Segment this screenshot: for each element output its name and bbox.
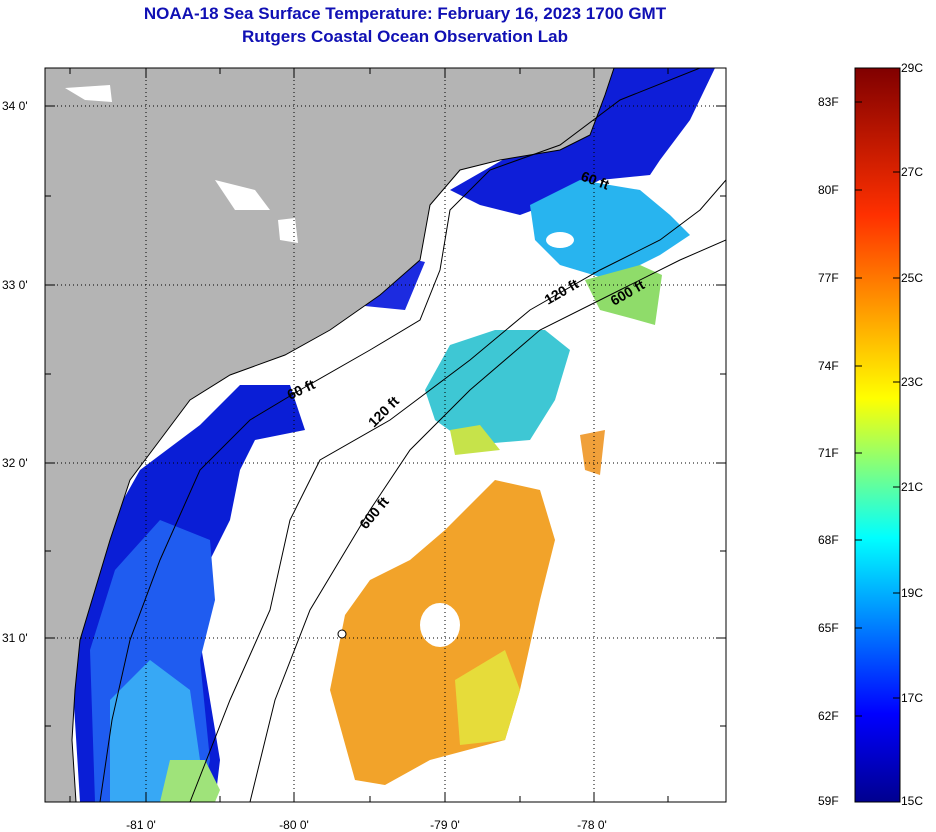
colorbar-ticks: [855, 101, 900, 717]
colorbar-label-77f: 77F: [818, 271, 839, 285]
colorbar-label-29c: 29C: [901, 61, 924, 75]
inland-water: [65, 85, 298, 243]
sst-patch-offshore-yellow: [455, 650, 520, 745]
colorbar-label-59f: 59F: [818, 794, 839, 808]
colorbar-label-25c: 25C: [901, 271, 924, 285]
colorbar-label-15c: 15C: [901, 794, 924, 808]
map-layers: [45, 68, 726, 802]
y-tick-label-32: 32 0': [2, 456, 28, 470]
colorbar-label-17c: 17C: [901, 691, 924, 705]
land-mass: [45, 68, 615, 802]
isobath-120ft-line: [189, 179, 726, 802]
y-tick-label-34: 34 0': [2, 99, 28, 113]
colorbar-label-71f: 71F: [818, 446, 839, 460]
colorbar-label-80f: 80F: [818, 183, 839, 197]
colorbar-label-74f: 74F: [818, 359, 839, 373]
colorbar-label-62f: 62F: [818, 709, 839, 723]
frame-ticks: [45, 68, 726, 802]
colorbar-label-23c: 23C: [901, 375, 924, 389]
cloud-hole-offshore: [420, 603, 460, 647]
x-tick-label-80: -80 0': [279, 818, 309, 832]
colorbar-label-21c: 21C: [901, 480, 924, 494]
grid: [45, 68, 726, 802]
sst-patch-north-dark: [450, 68, 715, 215]
colorbar-label-27c: 27C: [901, 165, 924, 179]
isobaths: [99, 68, 726, 802]
x-tick-label-79: -79 0': [430, 818, 460, 832]
cloud-hole-north: [546, 232, 574, 248]
map-subtitle: Rutgers Coastal Ocean Observation Lab: [242, 27, 568, 46]
colorbar-label-65f: 65F: [818, 621, 839, 635]
y-tick-label-33: 33 0': [2, 278, 28, 292]
sst-patch-offshore-strip: [580, 430, 605, 475]
sst-patch-midshelf: [425, 330, 570, 445]
station-marker: [337, 629, 347, 639]
colorbar-label-19c: 19C: [901, 586, 924, 600]
sst-patch-midshelf-yellow: [450, 425, 500, 455]
sst-patch-north-green: [585, 265, 662, 325]
y-tick-label-31: 31 0': [2, 631, 28, 645]
map-frame: [44, 67, 727, 803]
isobath-600ft-line: [249, 239, 726, 802]
sst-patch-inshore-warm: [160, 760, 220, 802]
colorbar-label-68f: 68F: [818, 533, 839, 547]
colorbar-label-83f: 83F: [818, 95, 839, 109]
colorbar: [854, 67, 901, 803]
map-title: NOAA-18 Sea Surface Temperature: Februar…: [143, 4, 667, 23]
sst-patch-north-cyan: [530, 180, 690, 280]
x-tick-label-78: -78 0': [577, 818, 607, 832]
x-tick-label-81: -81 0': [126, 818, 156, 832]
isobath-60ft-line: [99, 68, 701, 802]
